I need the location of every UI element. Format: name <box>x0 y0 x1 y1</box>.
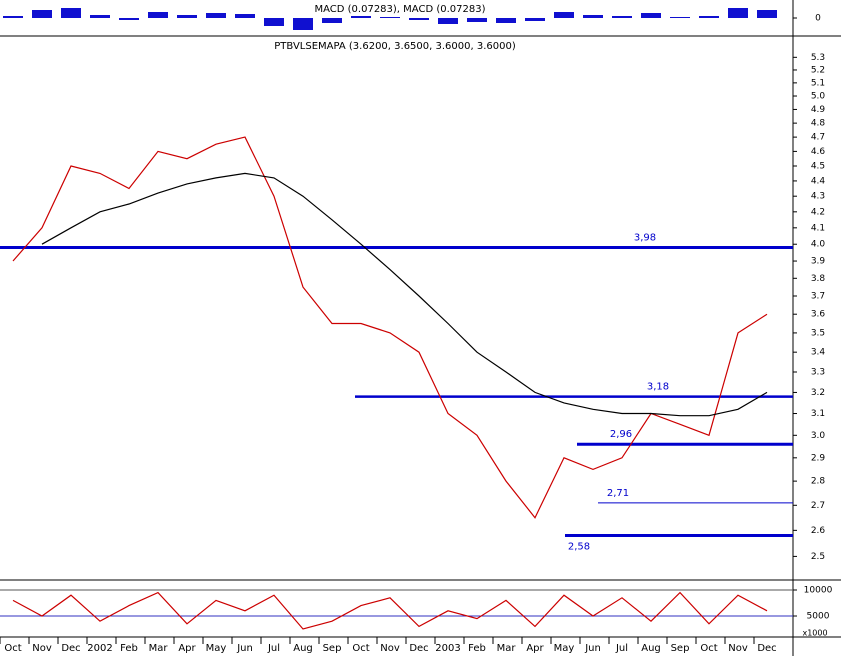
x-tick-label: Feb <box>468 643 486 654</box>
series-line <box>12 591 768 630</box>
x-tick-label: Feb <box>120 643 138 654</box>
series-line <box>41 172 768 417</box>
price-title: PTBVLSEMAPA (3.6200, 3.6500, 3.6000, 3.6… <box>274 41 516 52</box>
bar <box>351 16 371 18</box>
x-tick-label: Jun <box>236 643 253 654</box>
y-tick-label: 3.1 <box>811 409 825 419</box>
y-tick-label: 2.5 <box>811 552 825 562</box>
series-line <box>12 136 768 519</box>
y-tick-label: 3.7 <box>811 292 825 302</box>
level-label: 2,71 <box>607 488 629 499</box>
bar <box>641 13 661 18</box>
bar <box>90 15 110 18</box>
x-tick-label: Nov <box>728 643 748 654</box>
bar <box>206 13 226 18</box>
x-tick-label: Aug <box>293 643 313 654</box>
x-tick-label: Sep <box>671 643 690 654</box>
x-tick-label: Oct <box>4 643 21 654</box>
y-tick-label: 4.3 <box>811 192 825 202</box>
x-tick-label: Sep <box>323 643 342 654</box>
x-tick-label: Oct <box>700 643 717 654</box>
bar <box>467 18 487 22</box>
x-tick-label: 2003 <box>435 643 460 654</box>
x-tick-label: Dec <box>757 643 776 654</box>
unit-label: x1000 <box>802 629 827 638</box>
y-tick-label: 4.2 <box>811 207 825 217</box>
y-tick-label: 4.8 <box>811 119 826 129</box>
level-label: 3,98 <box>634 233 656 244</box>
bar <box>409 18 429 20</box>
y-tick-label: 5.3 <box>811 53 825 63</box>
bar <box>583 15 603 18</box>
y-tick-label: 10000 <box>804 586 833 596</box>
x-tick-label: Nov <box>32 643 52 654</box>
y-tick-label: 2.6 <box>811 526 826 536</box>
y-tick-label: 5000 <box>807 612 830 622</box>
bar <box>235 14 255 18</box>
x-tick-label: Dec <box>409 643 428 654</box>
x-tick-label: Apr <box>526 643 544 654</box>
bar <box>119 18 139 20</box>
y-tick-label: 2.7 <box>811 501 825 511</box>
y-tick-label: 5.0 <box>811 92 826 102</box>
x-tick-label: Oct <box>352 643 369 654</box>
y-tick-label: 2.8 <box>811 477 826 487</box>
x-tick-label: May <box>554 643 575 654</box>
x-tick-label: Aug <box>641 643 661 654</box>
x-tick-label: Jul <box>267 643 280 654</box>
x-tick-label: 2002 <box>87 643 112 654</box>
x-tick-label: Jun <box>584 643 601 654</box>
x-tick-label: Mar <box>149 643 169 654</box>
x-tick-label: Mar <box>497 643 517 654</box>
bar <box>61 8 81 18</box>
y-tick-label: 2.9 <box>811 453 826 463</box>
level-label: 2,96 <box>610 429 632 440</box>
bar <box>496 18 516 23</box>
y-tick-label: 3.3 <box>811 367 825 377</box>
bar <box>380 17 400 18</box>
bar <box>728 8 748 18</box>
level-label: 2,58 <box>568 541 590 552</box>
bar <box>699 16 719 18</box>
bar <box>322 18 342 23</box>
y-tick-label: 3.5 <box>811 328 825 338</box>
x-tick-label: Dec <box>61 643 80 654</box>
y-tick-label: 3.2 <box>811 388 825 398</box>
x-tick-label: May <box>206 643 227 654</box>
macd-title: MACD (0.07283), MACD (0.07283) <box>315 4 486 15</box>
y-tick-label: 3.4 <box>811 348 826 358</box>
y-tick-label: 4.0 <box>811 240 826 250</box>
bar <box>293 18 313 30</box>
y-tick-label: 3.8 <box>811 274 826 284</box>
y-tick-label: 4.1 <box>811 223 825 233</box>
y-tick-label: 5.1 <box>811 78 825 88</box>
bar <box>757 10 777 18</box>
y-tick-label: 4.5 <box>811 161 825 171</box>
y-tick-label: 3.9 <box>811 257 826 267</box>
y-tick-label: 4.4 <box>811 176 826 186</box>
y-tick-label: 5.2 <box>811 65 825 75</box>
bar <box>32 10 52 18</box>
bar <box>177 15 197 18</box>
x-tick-label: Nov <box>380 643 400 654</box>
x-tick-label: Apr <box>178 643 196 654</box>
y-tick-label: 4.7 <box>811 133 825 143</box>
y-tick-label: 4.9 <box>811 105 826 115</box>
bar <box>554 12 574 18</box>
y-tick-label: 3.0 <box>811 431 826 441</box>
bar <box>148 12 168 18</box>
bar <box>3 16 23 18</box>
bar <box>670 17 690 18</box>
bar <box>438 18 458 24</box>
x-tick-label: Jul <box>615 643 628 654</box>
y-tick-label: 3.6 <box>811 310 826 320</box>
bar <box>264 18 284 26</box>
level-label: 3,18 <box>647 382 669 393</box>
bar <box>525 18 545 21</box>
y-tick-label: 0 <box>815 14 821 24</box>
bar <box>612 16 632 18</box>
y-tick-label: 4.6 <box>811 147 826 157</box>
